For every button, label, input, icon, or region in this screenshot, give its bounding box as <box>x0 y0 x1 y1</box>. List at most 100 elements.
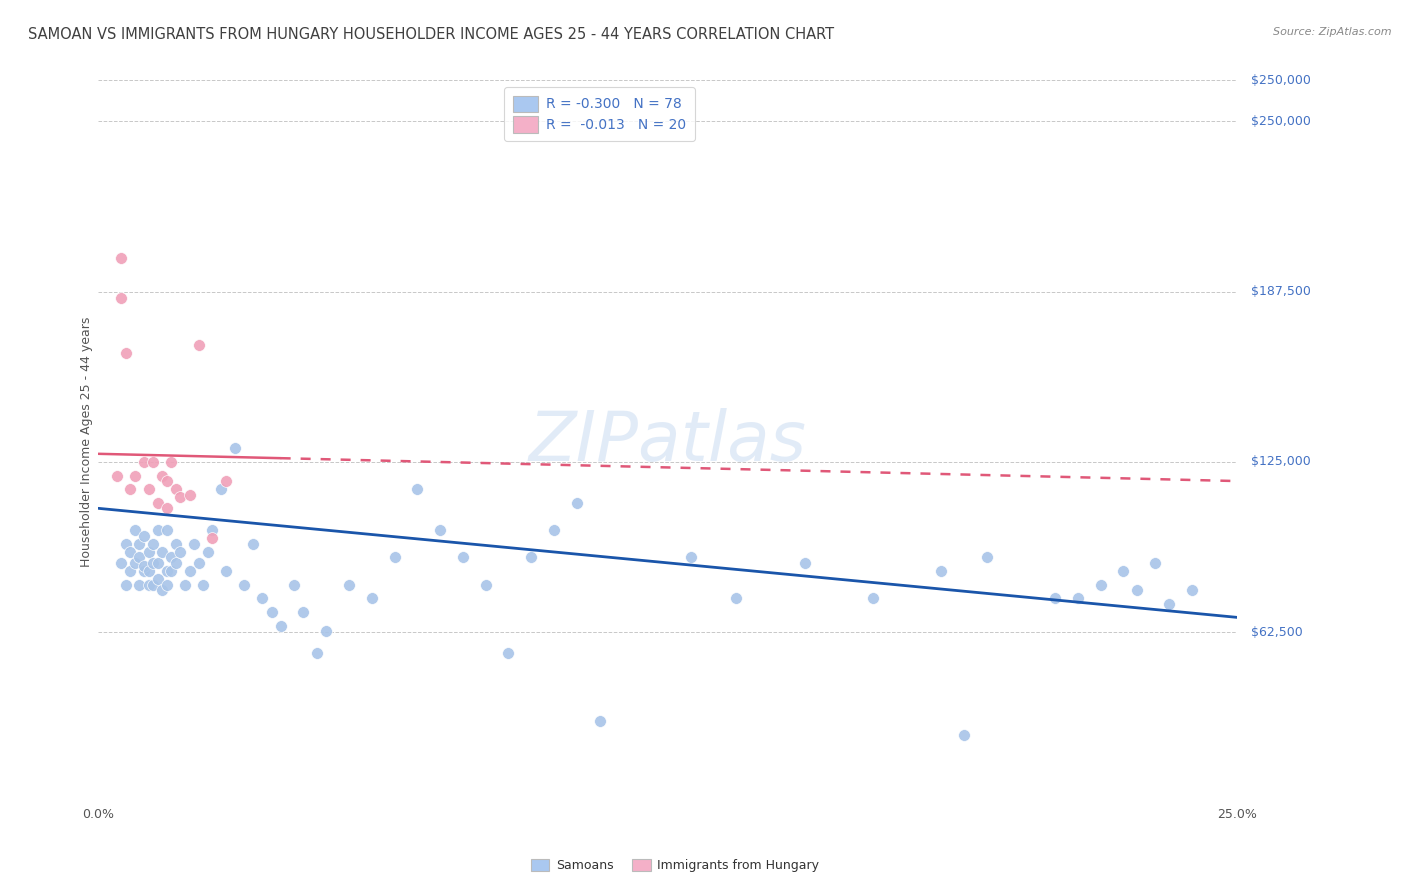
Point <box>215 564 238 578</box>
Point <box>146 556 169 570</box>
Legend: R = -0.300   N = 78, R =  -0.013   N = 20: R = -0.300 N = 78, R = -0.013 N = 20 <box>505 87 695 141</box>
Point <box>114 346 136 360</box>
Point <box>337 577 360 591</box>
Point <box>138 545 160 559</box>
Point <box>124 523 146 537</box>
Text: $250,000: $250,000 <box>1251 74 1310 87</box>
Point <box>793 556 815 570</box>
Point <box>179 488 201 502</box>
Point <box>114 537 136 551</box>
Point <box>315 624 337 638</box>
Point <box>1157 597 1180 611</box>
Point <box>165 482 187 496</box>
Point <box>142 577 165 591</box>
Point <box>474 577 496 591</box>
Point <box>862 591 884 606</box>
Point <box>142 537 165 551</box>
Point <box>193 577 215 591</box>
Point <box>132 558 155 573</box>
Point <box>187 337 209 351</box>
Point <box>725 591 748 606</box>
Point <box>128 550 150 565</box>
Point <box>138 564 160 578</box>
Point <box>160 550 183 565</box>
Point <box>179 564 201 578</box>
Point <box>215 474 238 488</box>
Point <box>360 591 382 606</box>
Point <box>160 455 183 469</box>
Point <box>283 577 305 591</box>
Point <box>114 577 136 591</box>
Point <box>1090 577 1112 591</box>
Point <box>197 545 219 559</box>
Point <box>543 523 565 537</box>
Legend: Samoans, Immigrants from Hungary: Samoans, Immigrants from Hungary <box>526 854 824 877</box>
Point <box>183 537 205 551</box>
Point <box>1144 556 1167 570</box>
Point <box>132 564 155 578</box>
Point <box>565 496 588 510</box>
Y-axis label: Householder Income Ages 25 - 44 years: Householder Income Ages 25 - 44 years <box>80 317 93 566</box>
Point <box>150 468 173 483</box>
Point <box>156 577 179 591</box>
Text: $62,500: $62,500 <box>1251 626 1303 639</box>
Text: Source: ZipAtlas.com: Source: ZipAtlas.com <box>1274 27 1392 37</box>
Point <box>498 646 520 660</box>
Point <box>520 550 543 565</box>
Point <box>242 537 264 551</box>
Point <box>187 556 209 570</box>
Point <box>406 482 429 496</box>
Point <box>165 556 187 570</box>
Point <box>429 523 451 537</box>
Point <box>142 455 165 469</box>
Text: $125,000: $125,000 <box>1251 456 1310 468</box>
Point <box>169 545 191 559</box>
Point <box>260 605 283 619</box>
Point <box>132 528 155 542</box>
Point <box>292 605 315 619</box>
Point <box>156 523 179 537</box>
Point <box>307 646 329 660</box>
Point <box>679 550 702 565</box>
Point <box>169 491 191 505</box>
Point <box>120 482 142 496</box>
Point <box>124 556 146 570</box>
Point <box>1126 583 1149 598</box>
Point <box>209 482 232 496</box>
Point <box>128 577 150 591</box>
Point <box>110 251 132 265</box>
Point <box>120 545 142 559</box>
Point <box>138 577 160 591</box>
Point <box>953 728 976 742</box>
Point <box>165 537 187 551</box>
Point <box>174 577 197 591</box>
Point <box>156 564 179 578</box>
Point <box>451 550 474 565</box>
Point <box>1112 564 1135 578</box>
Point <box>224 442 246 456</box>
Point <box>150 545 173 559</box>
Text: $250,000: $250,000 <box>1251 115 1310 128</box>
Text: $187,500: $187,500 <box>1251 285 1310 298</box>
Point <box>110 556 132 570</box>
Point <box>156 501 179 516</box>
Point <box>110 292 132 306</box>
Point <box>1043 591 1066 606</box>
Point <box>138 482 160 496</box>
Point <box>150 583 173 598</box>
Text: SAMOAN VS IMMIGRANTS FROM HUNGARY HOUSEHOLDER INCOME AGES 25 - 44 YEARS CORRELAT: SAMOAN VS IMMIGRANTS FROM HUNGARY HOUSEH… <box>28 27 834 42</box>
Point <box>160 564 183 578</box>
Point <box>233 577 256 591</box>
Point <box>1067 591 1090 606</box>
Point <box>124 468 146 483</box>
Point <box>105 468 128 483</box>
Point <box>201 532 224 546</box>
Point <box>929 564 952 578</box>
Point <box>252 591 274 606</box>
Point <box>1181 583 1204 598</box>
Point <box>142 556 165 570</box>
Point <box>201 523 224 537</box>
Point <box>128 537 150 551</box>
Point <box>146 496 169 510</box>
Point <box>120 564 142 578</box>
